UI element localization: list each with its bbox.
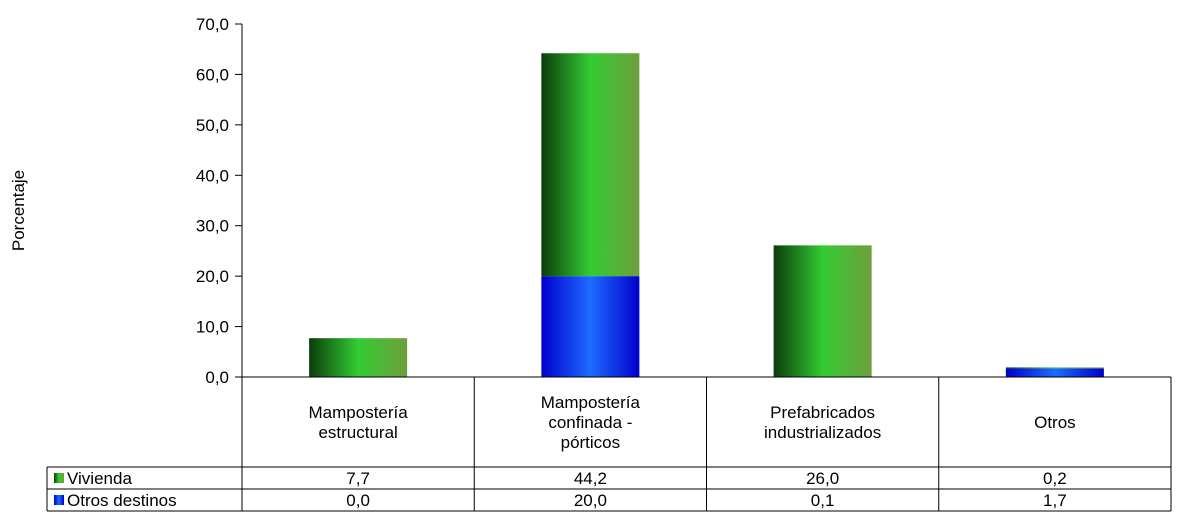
bar-vivienda [1005, 367, 1104, 369]
category-label: Mampostería confinada -pórticos [541, 393, 641, 452]
y-tick-label: 50,0 [196, 116, 229, 135]
bar-vivienda [309, 338, 408, 377]
data-label: 20,0 [574, 491, 607, 510]
data-label: 1,7 [1043, 491, 1067, 510]
y-tick-label: 10,0 [196, 318, 229, 337]
bar-vivienda [541, 53, 640, 277]
y-tick-label: 0,0 [205, 368, 229, 387]
y-tick-label: 20,0 [196, 267, 229, 286]
legend-key-otros-destinos [54, 495, 64, 505]
data-label: 0,0 [346, 491, 370, 510]
y-tick-label: 40,0 [196, 166, 229, 185]
data-label: 0,1 [811, 491, 835, 510]
bar-otros-destinos [1005, 368, 1104, 377]
table-row-label: Vivienda [67, 469, 132, 488]
y-tick-label: 30,0 [196, 217, 229, 236]
data-label: 44,2 [574, 469, 607, 488]
y-tick-label: 60,0 [196, 65, 229, 84]
table-row-label: Otros destinos [67, 491, 177, 510]
category-label: Prefabricados industrializados [764, 403, 881, 442]
y-tick-label: 70,0 [196, 15, 229, 34]
legend-key-vivienda [54, 473, 64, 483]
data-label: 7,7 [346, 469, 370, 488]
category-label: Mampostería estructural [309, 403, 409, 442]
y-axis-title: Porcentaje [9, 170, 28, 251]
data-label: 0,2 [1043, 469, 1067, 488]
bar-otros-destinos [541, 276, 640, 377]
bar-vivienda [773, 245, 872, 377]
data-label: 26,0 [806, 469, 839, 488]
category-label: Otros [1034, 413, 1076, 432]
